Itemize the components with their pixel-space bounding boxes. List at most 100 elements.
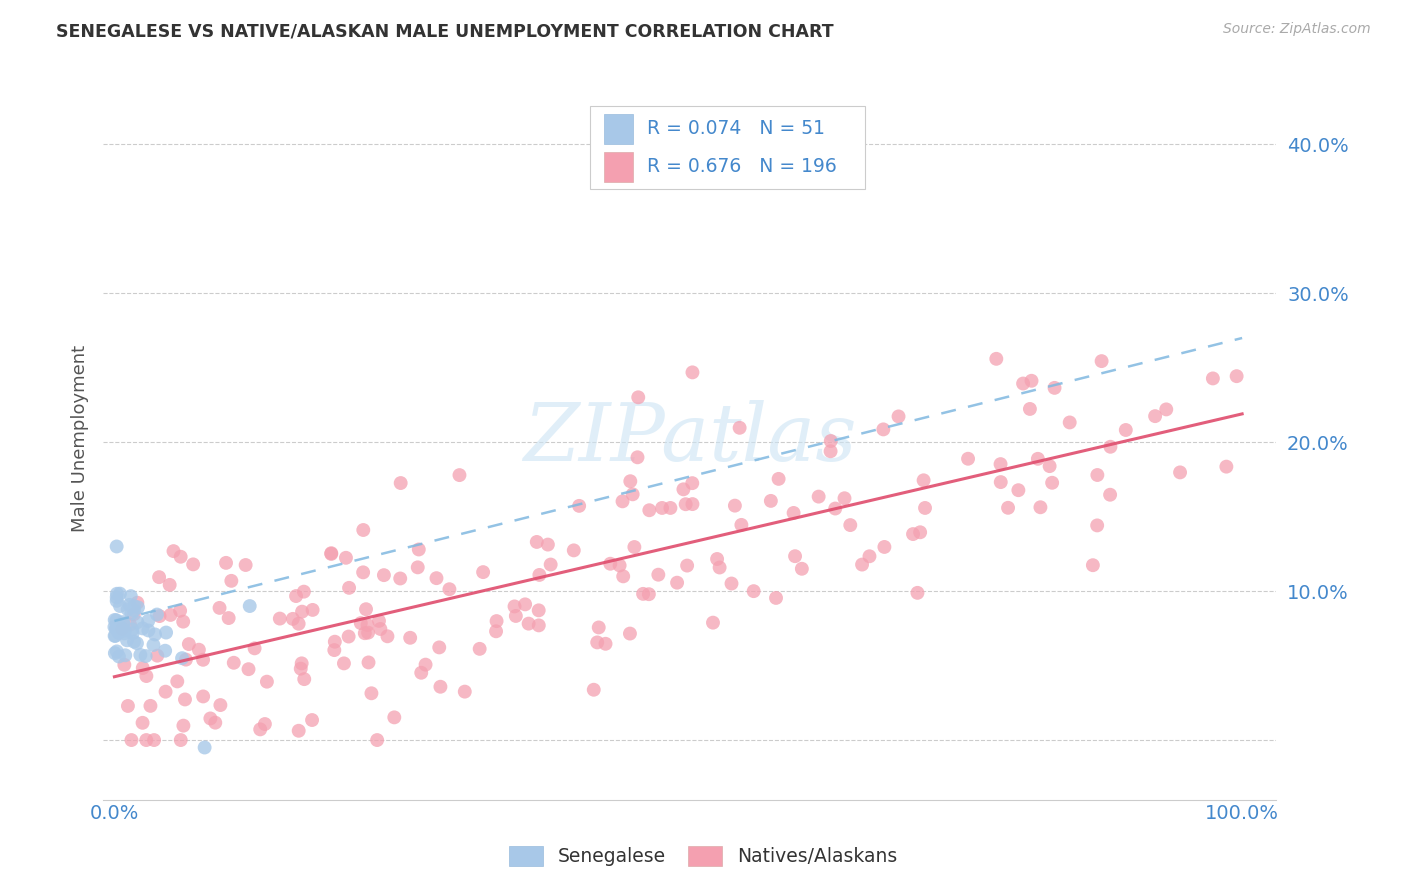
Point: [599, 557, 621, 571]
Point: [122, 607, 145, 622]
Point: [323, 634, 346, 648]
Point: [887, 409, 910, 424]
Point: [858, 549, 880, 564]
Point: [125, 636, 148, 650]
Point: [191, 653, 214, 667]
Point: [335, 550, 357, 565]
Point: [155, 684, 177, 698]
Point: [337, 630, 360, 644]
Point: [256, 674, 278, 689]
Point: [209, 698, 232, 712]
Point: [1202, 371, 1225, 385]
Point: [873, 540, 896, 554]
Point: [612, 494, 634, 508]
Point: [908, 525, 931, 540]
Point: [783, 549, 806, 564]
Point: [127, 615, 149, 630]
Point: [681, 476, 703, 491]
Point: [623, 540, 645, 554]
Point: [1099, 488, 1122, 502]
Point: [914, 500, 936, 515]
Point: [675, 497, 697, 511]
Point: [117, 602, 139, 616]
Point: [243, 641, 266, 656]
Point: [135, 669, 157, 683]
Point: [127, 600, 149, 615]
Point: [468, 641, 491, 656]
Point: [118, 598, 141, 612]
Point: [702, 615, 724, 630]
Point: [389, 476, 412, 491]
Point: [291, 657, 314, 671]
Point: [103, 620, 125, 634]
Point: [1007, 483, 1029, 498]
Point: [990, 475, 1012, 489]
Point: [568, 499, 591, 513]
Point: [194, 740, 217, 755]
Point: [742, 584, 765, 599]
Point: [706, 552, 728, 566]
Point: [619, 474, 641, 488]
Point: [135, 649, 157, 664]
Point: [249, 723, 271, 737]
Point: [208, 600, 231, 615]
Point: [912, 473, 935, 487]
Text: R = 0.676   N = 196: R = 0.676 N = 196: [647, 158, 837, 177]
Point: [820, 434, 842, 448]
Point: [582, 682, 605, 697]
Point: [323, 643, 346, 657]
Point: [291, 605, 314, 619]
Point: [105, 621, 128, 635]
Point: [1019, 401, 1042, 416]
Point: [505, 609, 527, 624]
Point: [406, 560, 429, 574]
FancyBboxPatch shape: [605, 152, 633, 182]
Point: [301, 603, 323, 617]
Point: [454, 684, 477, 698]
Point: [681, 365, 703, 379]
Point: [526, 535, 548, 549]
Point: [127, 596, 149, 610]
Point: [439, 582, 461, 597]
Point: [104, 629, 127, 643]
Point: [121, 623, 143, 637]
Point: [287, 723, 309, 738]
Point: [287, 616, 309, 631]
Point: [215, 556, 238, 570]
Point: [118, 617, 141, 632]
Point: [350, 616, 373, 631]
Point: [834, 491, 856, 506]
Point: [1085, 518, 1108, 533]
Point: [120, 607, 142, 621]
Point: [129, 648, 152, 662]
Point: [122, 603, 145, 617]
Point: [155, 625, 177, 640]
Point: [112, 657, 135, 672]
Point: [105, 594, 128, 608]
Point: [172, 615, 194, 629]
FancyBboxPatch shape: [605, 113, 633, 144]
Point: [408, 542, 430, 557]
Point: [108, 649, 131, 664]
Point: [269, 611, 291, 625]
Point: [170, 549, 193, 564]
Point: [170, 651, 193, 665]
Point: [612, 569, 634, 583]
Point: [170, 733, 193, 747]
Point: [143, 733, 166, 747]
Text: Source: ZipAtlas.com: Source: ZipAtlas.com: [1223, 22, 1371, 37]
Point: [872, 422, 894, 436]
Point: [159, 578, 181, 592]
Point: [621, 487, 644, 501]
Point: [790, 562, 813, 576]
Point: [169, 604, 191, 618]
Point: [112, 626, 135, 640]
FancyBboxPatch shape: [591, 106, 866, 189]
Point: [724, 499, 747, 513]
Point: [105, 644, 128, 658]
Point: [957, 451, 980, 466]
Point: [527, 618, 550, 632]
Point: [114, 624, 136, 638]
Text: SENEGALESE VS NATIVE/ALASKAN MALE UNEMPLOYMENT CORRELATION CHART: SENEGALESE VS NATIVE/ALASKAN MALE UNEMPL…: [56, 22, 834, 40]
Point: [382, 710, 405, 724]
